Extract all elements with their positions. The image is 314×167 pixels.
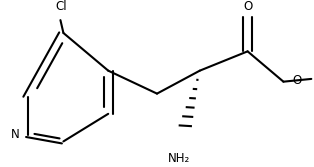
Text: Cl: Cl (55, 0, 67, 13)
Text: NH₂: NH₂ (168, 152, 191, 165)
Text: O: O (243, 0, 252, 13)
Text: O: O (292, 74, 301, 87)
Text: N: N (11, 128, 20, 141)
